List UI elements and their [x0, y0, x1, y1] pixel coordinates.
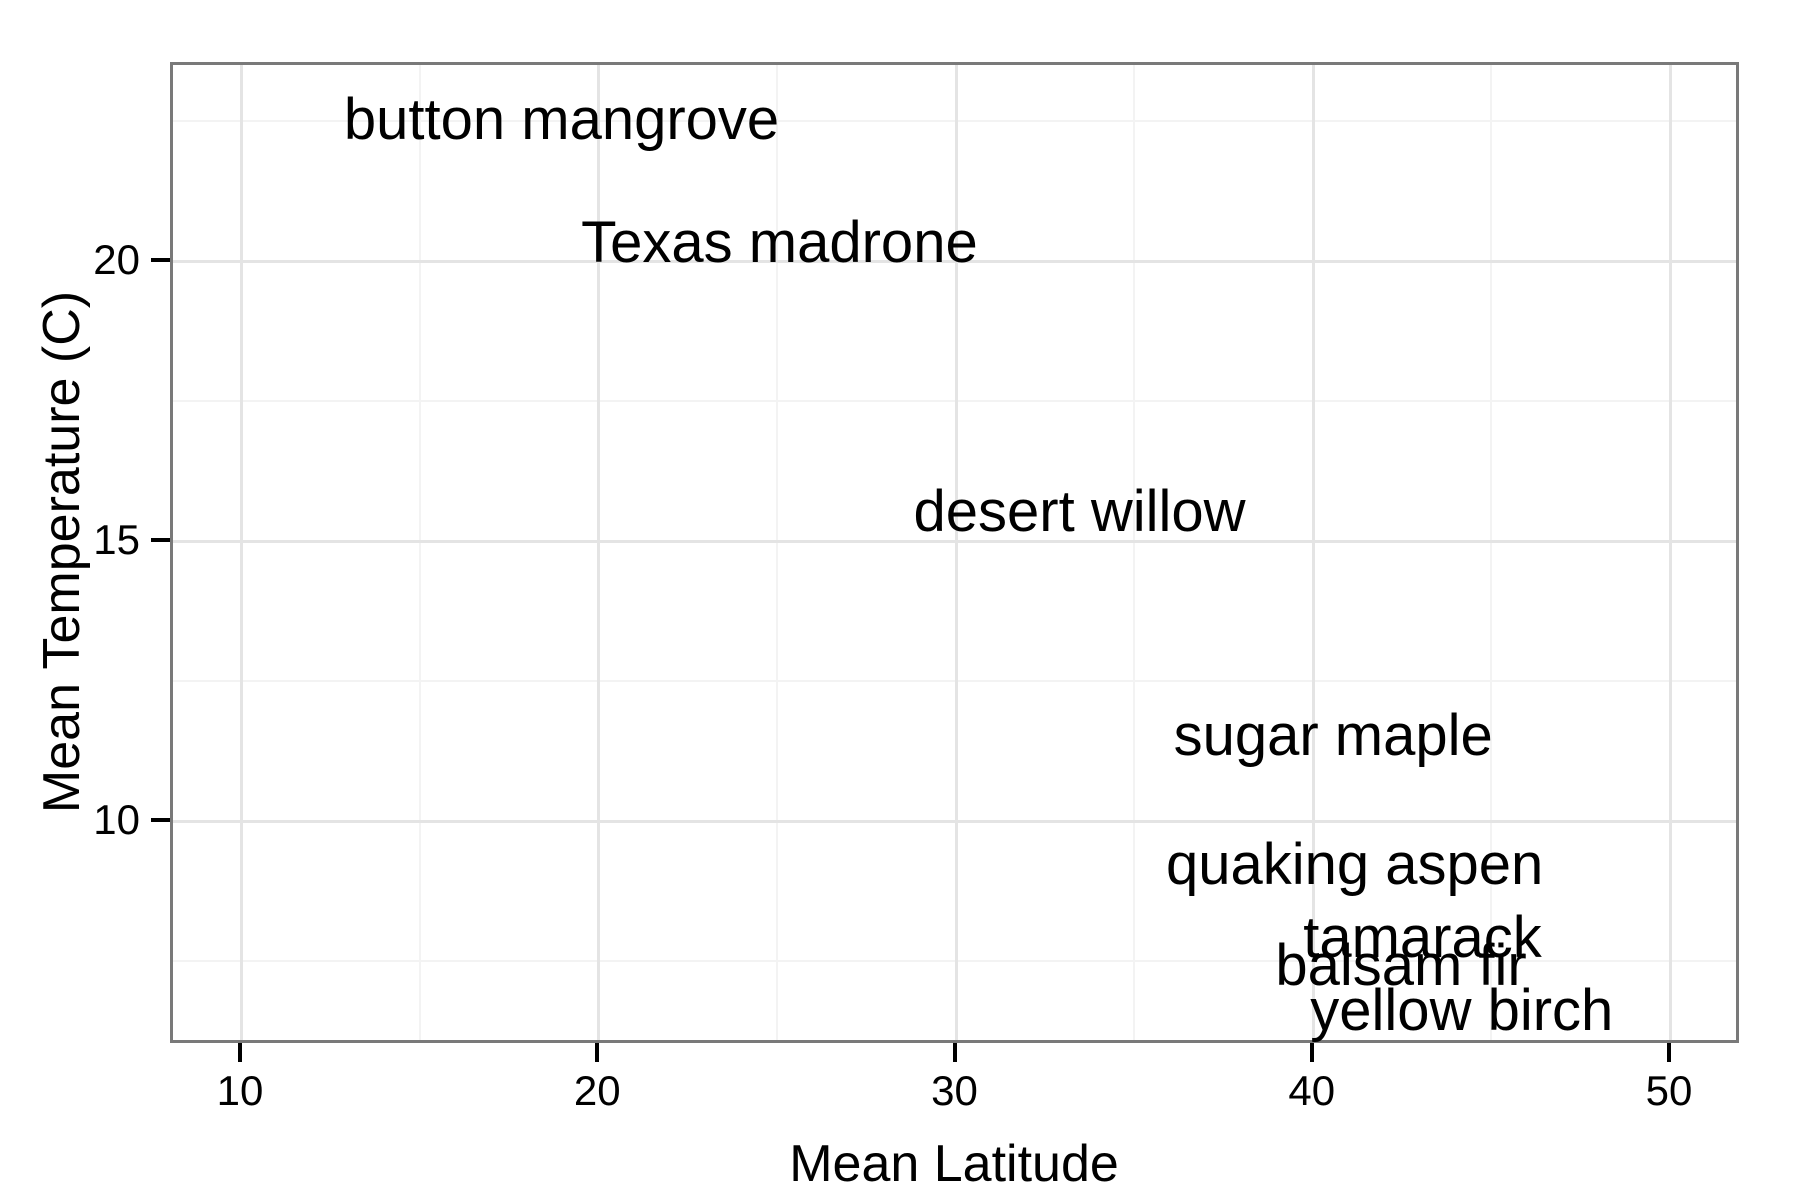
y-axis-tick [151, 538, 170, 543]
x-axis-tick [1666, 1043, 1671, 1062]
species-label: button mangrove [343, 87, 780, 153]
y-axis-tick-label: 10 [93, 796, 140, 844]
y-axis-tick [151, 258, 170, 263]
x-axis-tick-label: 40 [1288, 1067, 1336, 1114]
gridline-x-major [1668, 62, 1672, 1043]
x-axis-tick-label: 50 [1645, 1067, 1693, 1114]
x-axis-tick-label: 10 [216, 1067, 264, 1114]
y-axis-tick-label: 15 [93, 516, 140, 564]
y-axis-title: Mean Temperature (C) [33, 290, 91, 814]
gridline-x-major [597, 62, 601, 1043]
gridline-x-minor [418, 62, 421, 1043]
gridline-x-minor [775, 62, 778, 1043]
species-label: quaking aspen [1165, 831, 1544, 897]
gridline-x-minor [1490, 62, 1493, 1043]
y-axis-tick [151, 818, 170, 823]
x-axis-tick-label: 30 [931, 1067, 978, 1114]
species-label: Texas madrone [581, 210, 978, 276]
gridline-x-major [240, 62, 244, 1043]
x-axis-tick [1309, 1043, 1314, 1062]
gridline-x-major [954, 62, 958, 1043]
x-axis-tick [238, 1043, 243, 1062]
species-label: sugar maple [1173, 703, 1493, 769]
x-axis-tick [595, 1043, 600, 1062]
species-label: tamarack [1303, 904, 1542, 970]
x-axis-tick [952, 1043, 957, 1062]
species-label: desert willow [913, 479, 1246, 545]
gridline-y-major [170, 260, 1739, 264]
panel-border [170, 62, 1739, 1043]
gridline-x-major [1311, 62, 1315, 1043]
species-label: balsam fir [1275, 932, 1527, 998]
gridline-x-minor [1133, 62, 1136, 1043]
x-axis-tick-label: 20 [573, 1067, 621, 1114]
x-axis-title: Mean Latitude [789, 1135, 1119, 1193]
gridline-y-major [170, 540, 1739, 544]
species-label: yellow birch [1310, 977, 1614, 1043]
y-axis-tick-label: 20 [93, 236, 140, 284]
gridline-y-major [170, 820, 1739, 824]
